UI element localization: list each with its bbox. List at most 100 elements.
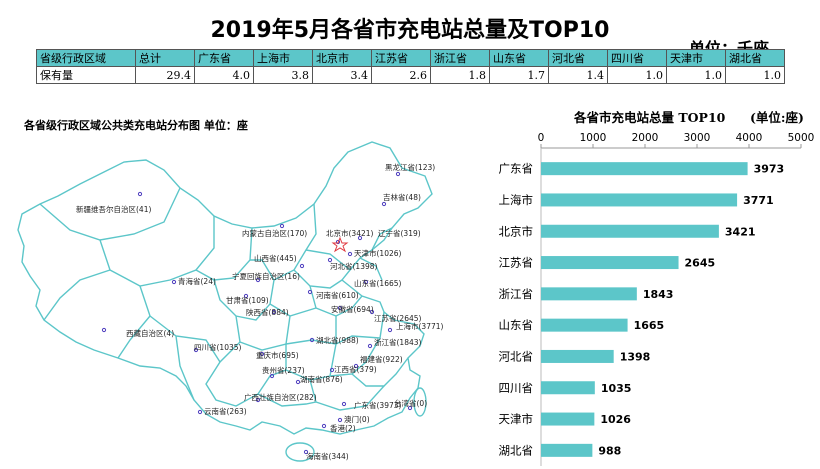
bar bbox=[541, 162, 748, 176]
summary-value-cell: 3.8 bbox=[253, 66, 313, 84]
province-label: 安徽省(694) bbox=[331, 304, 374, 314]
province-label: 河北省(1398) bbox=[330, 261, 378, 271]
summary-header-cell: 总计 bbox=[135, 49, 195, 67]
map-point bbox=[407, 405, 413, 411]
province-border bbox=[273, 203, 317, 281]
bar-value-label: 1398 bbox=[620, 350, 651, 363]
province-label: 青海省(24) bbox=[178, 276, 216, 286]
province-border bbox=[39, 187, 181, 241]
province-label: 辽宁省(319) bbox=[378, 228, 421, 238]
province-label: 江西省(379) bbox=[334, 364, 377, 374]
x-tick-label: 4000 bbox=[736, 132, 763, 144]
summary-row-label: 保有量 bbox=[36, 66, 136, 84]
map-point bbox=[137, 191, 143, 197]
map-point bbox=[369, 309, 375, 315]
summary-header-cell: 北京市 bbox=[312, 49, 372, 67]
chart-title: 各省市充电站总量 TOP10 bbox=[573, 110, 726, 125]
island-taiwan bbox=[413, 387, 427, 417]
map-points bbox=[101, 171, 413, 455]
summary-value-cell: 1.0 bbox=[607, 66, 667, 84]
x-tick-label: 0 bbox=[538, 132, 545, 144]
province-label: 福建省(922) bbox=[360, 354, 403, 364]
province-label: 重庆市(695) bbox=[256, 350, 299, 360]
map-point bbox=[309, 337, 315, 343]
category-label: 北京市 bbox=[499, 224, 534, 238]
province-border bbox=[359, 257, 383, 281]
summary-header-cell: 江苏省 bbox=[371, 49, 431, 67]
map-point bbox=[347, 251, 353, 257]
province-label: 北京市(3421) bbox=[326, 228, 374, 238]
bar bbox=[541, 349, 614, 363]
x-tick-label: 2000 bbox=[632, 132, 659, 144]
chart-unit: (单位:座) bbox=[750, 110, 804, 125]
summary-header-cell: 上海市 bbox=[253, 49, 313, 67]
province-border bbox=[309, 379, 385, 411]
province-border bbox=[235, 315, 291, 351]
province-border bbox=[285, 311, 385, 345]
map-point bbox=[327, 257, 333, 263]
bar-value-label: 1026 bbox=[600, 413, 631, 426]
map-point bbox=[303, 449, 309, 455]
bar bbox=[541, 412, 595, 426]
summary-header-cell: 天津市 bbox=[666, 49, 726, 67]
province-border bbox=[117, 315, 151, 359]
category-label: 上海市 bbox=[499, 193, 534, 207]
summary-value-cell: 2.6 bbox=[371, 66, 431, 84]
island-hainan bbox=[285, 442, 315, 462]
bar-value-label: 3421 bbox=[725, 225, 756, 238]
bar bbox=[541, 287, 637, 301]
map-outline bbox=[17, 141, 433, 435]
summary-header-cell: 省级行政区域 bbox=[36, 49, 136, 67]
map-point bbox=[197, 409, 203, 415]
province-label: 香港(2) bbox=[330, 423, 356, 433]
summary-header-cell: 山东省 bbox=[489, 49, 549, 67]
map-point bbox=[279, 223, 285, 229]
province-label: 四川省(1035) bbox=[194, 342, 242, 352]
province-label: 广西壮族自治区(282) bbox=[244, 392, 317, 402]
bar-value-label: 1665 bbox=[634, 319, 665, 332]
province-border bbox=[285, 343, 337, 381]
bar bbox=[541, 256, 679, 270]
top10-bar-chart: 各省市充电站总量 TOP10 (单位:座) 0 1000 2000 3000 4000 5… bbox=[499, 110, 814, 466]
bar bbox=[541, 193, 738, 207]
province-label: 山东省(1665) bbox=[354, 278, 402, 288]
map-point bbox=[357, 235, 363, 241]
category-label: 四川省 bbox=[499, 381, 534, 395]
province-border bbox=[371, 227, 393, 251]
summary-value-cell: 29.4 bbox=[135, 66, 195, 84]
bar bbox=[541, 224, 719, 238]
bar-value-label: 988 bbox=[598, 444, 621, 457]
summary-value-cell: 3.4 bbox=[312, 66, 372, 84]
summary-value-cell: 1.0 bbox=[725, 66, 785, 84]
province-label: 山西省(445) bbox=[254, 253, 297, 263]
province-border bbox=[329, 337, 381, 377]
map-point bbox=[255, 397, 261, 403]
bar bbox=[541, 381, 595, 395]
province-label: 贵州省(237) bbox=[262, 365, 305, 375]
category-label: 河北省 bbox=[499, 349, 534, 363]
province-label: 上海市(3771) bbox=[396, 321, 444, 331]
province-label: 西藏自治区(4) bbox=[126, 328, 174, 338]
bar-value-label: 2645 bbox=[685, 257, 716, 270]
map-point bbox=[367, 343, 373, 349]
summary-header-row: 省级行政区域 总计 广东省 上海市 北京市 江苏省 浙江省 山东省 河北省 四川… bbox=[36, 49, 785, 67]
category-label: 湖北省 bbox=[499, 443, 534, 457]
summary-header-cell: 广东省 bbox=[194, 49, 254, 67]
summary-header-cell: 浙江省 bbox=[430, 49, 490, 67]
map-point bbox=[101, 327, 107, 333]
map-title: 各省级行政区域公共类充电站分布图 单位：座 bbox=[24, 119, 248, 132]
province-border bbox=[205, 341, 287, 407]
page-title: 2019年5月各省市充电站总量及TOP10 bbox=[210, 18, 610, 43]
bar bbox=[541, 318, 628, 332]
province-border bbox=[257, 393, 317, 407]
capital-star-icon bbox=[331, 236, 349, 253]
bar-value-label: 3771 bbox=[743, 194, 774, 207]
summary-value-row: 保有量 29.4 4.0 3.8 3.4 2.6 1.8 1.7 1.4 1.0… bbox=[36, 66, 785, 84]
category-label: 天津市 bbox=[499, 412, 534, 426]
province-label: 浙江省(1843) bbox=[374, 337, 422, 347]
map-labels: 黑龙江省(123) 吉林省(48) 辽宁省(319) 北京市(3421) 天津市(102… bbox=[76, 162, 444, 461]
china-map: 黑龙江省(123) 吉林省(48) 辽宁省(319) 北京市(3421) 天津市(102… bbox=[17, 141, 444, 462]
summary-header-cell: 河北省 bbox=[548, 49, 608, 67]
province-label: 吉林省(48) bbox=[383, 192, 421, 202]
province-border bbox=[293, 269, 343, 289]
